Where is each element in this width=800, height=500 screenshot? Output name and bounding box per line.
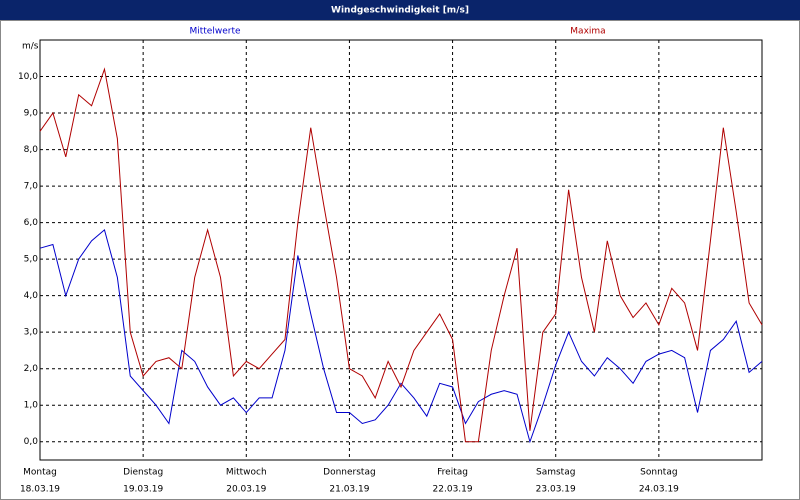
- x-tick-date: 18.03.19: [20, 485, 60, 495]
- y-tick-label: 5,0: [24, 255, 39, 265]
- y-axis-label: m/s: [22, 42, 39, 52]
- y-tick-label: 2,0: [24, 364, 39, 374]
- y-tick-label: 7,0: [24, 182, 39, 192]
- x-tick-date: 21.03.19: [329, 485, 369, 495]
- window-title: Windgeschwindigkeit [m/s]: [331, 6, 469, 16]
- x-tick-label: Donnerstag: [323, 468, 376, 478]
- title-bar: [0, 0, 800, 20]
- legend-entry: Mittelwerte: [189, 27, 240, 37]
- y-tick-label: 10,0: [18, 72, 38, 82]
- x-tick-label: Mittwoch: [226, 468, 267, 478]
- x-tick-date: 23.03.19: [536, 485, 576, 495]
- y-tick-label: 4,0: [24, 291, 39, 301]
- x-tick-label: Sonntag: [640, 468, 677, 478]
- y-tick-label: 1,0: [24, 401, 39, 411]
- x-tick-date: 19.03.19: [123, 485, 163, 495]
- y-tick-label: 6,0: [24, 218, 39, 228]
- x-tick-date: 22.03.19: [433, 485, 473, 495]
- frame: [0, 20, 800, 500]
- y-tick-label: 3,0: [24, 328, 39, 338]
- y-tick-label: 9,0: [24, 109, 39, 119]
- y-tick-label: 0,0: [24, 437, 39, 447]
- x-tick-date: 20.03.19: [226, 485, 266, 495]
- data-line: [39, 67, 763, 443]
- legend-entry: Maxima: [570, 27, 605, 37]
- y-tick-label: 8,0: [24, 145, 39, 155]
- x-tick-label: Freitag: [437, 468, 468, 478]
- x-tick-label: Samstag: [536, 468, 575, 478]
- x-tick-label: Montag: [23, 468, 57, 478]
- x-tick-label: Dienstag: [123, 468, 163, 478]
- data-line: [39, 229, 763, 444]
- x-tick-date: 24.03.19: [639, 485, 679, 495]
